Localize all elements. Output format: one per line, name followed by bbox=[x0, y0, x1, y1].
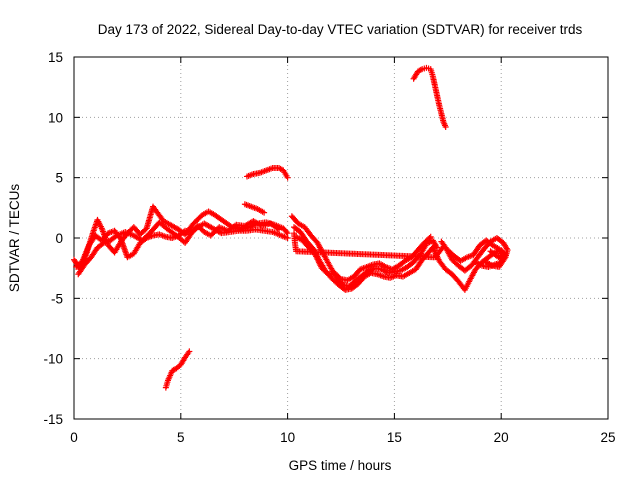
data-point bbox=[426, 235, 433, 241]
y-tick-label: -10 bbox=[43, 352, 63, 367]
data-point bbox=[442, 123, 449, 130]
data-point bbox=[440, 243, 447, 250]
y-tick-label: 15 bbox=[48, 50, 63, 65]
data-point bbox=[283, 228, 290, 235]
data-point bbox=[487, 248, 494, 255]
data-point bbox=[483, 259, 490, 266]
data-points bbox=[71, 64, 511, 391]
data-point bbox=[261, 209, 268, 216]
y-tick-label: 0 bbox=[55, 231, 63, 246]
data-point bbox=[323, 269, 330, 276]
data-point bbox=[427, 233, 434, 240]
x-tick-label: 0 bbox=[70, 430, 78, 445]
data-point bbox=[284, 174, 291, 181]
x-tick-label: 25 bbox=[600, 430, 615, 445]
y-tick-label: -5 bbox=[51, 291, 63, 306]
y-tick-label: 10 bbox=[48, 110, 63, 125]
y-tick-label: 5 bbox=[55, 171, 63, 186]
chart-title: Day 173 of 2022, Sidereal Day-to-day VTE… bbox=[98, 22, 583, 37]
y-tick-label: -15 bbox=[43, 412, 63, 427]
y-axis-label: SDTVAR / TECUs bbox=[7, 184, 22, 293]
data-point bbox=[284, 235, 291, 241]
x-axis-label: GPS time / hours bbox=[289, 458, 392, 473]
x-tick-label: 15 bbox=[387, 430, 402, 445]
data-point bbox=[488, 249, 495, 256]
data-point bbox=[276, 226, 283, 233]
data-point bbox=[439, 244, 446, 251]
x-tick-label: 5 bbox=[177, 430, 185, 445]
x-tick-label: 20 bbox=[494, 430, 509, 445]
x-tick-label: 10 bbox=[280, 430, 295, 445]
axis-ticks: 0 5 10 15 20 25 -15 -10 -5 0 5 10 15 bbox=[43, 50, 615, 445]
data-point bbox=[186, 348, 193, 355]
